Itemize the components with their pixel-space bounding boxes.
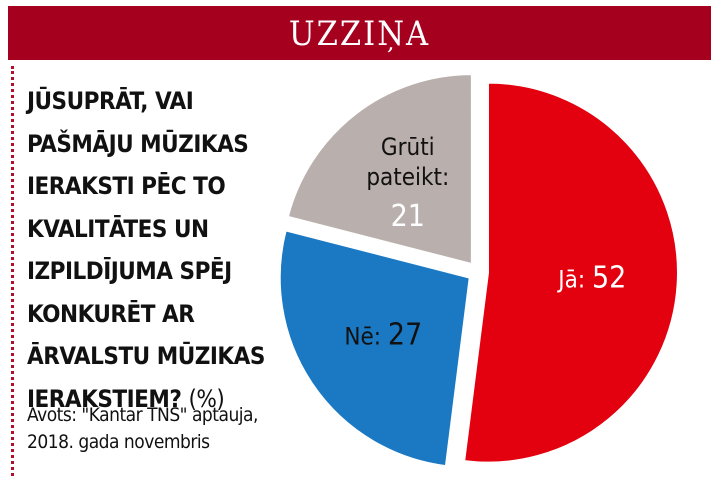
slice-name: Jā: [558, 265, 586, 294]
slice-label: Jā: 52 [558, 260, 627, 296]
question-line: KONKURĒT AR [27, 299, 195, 328]
question-line: PAŠMĀJU MŪZIKAS [27, 129, 249, 158]
slice-value: 21 [390, 198, 425, 234]
slice-name: Grūti pateikt: [366, 132, 450, 191]
slice-label: Nē: 27 [344, 317, 423, 353]
pie-slice [463, 81, 679, 464]
question-line: ĀRVALSTU MŪZIKAS [27, 342, 265, 370]
question-line: IZPILDĪJUMA SPĒJ [27, 257, 232, 285]
question-line: IERAKSTI PĒC TO [27, 172, 226, 200]
slice-value: 52 [591, 260, 627, 296]
source-line: Avots: "Kantar TNS" aptauja, [27, 404, 258, 426]
question: JŪSUPRĀT, VAI PAŠMĀJU MŪZIKAS IERAKSTI PĒC… [27, 80, 265, 420]
source-line: 2018. gada novembris [27, 431, 210, 453]
slice-name: Nē: [344, 322, 382, 351]
divider [11, 66, 14, 476]
slice-value: 27 [387, 317, 423, 353]
pie-slice [278, 229, 471, 468]
question-line: KVALITĀTES UN [27, 214, 209, 243]
unit: (%) [188, 384, 225, 413]
question-line: JŪSUPRĀT, VAI [27, 87, 194, 115]
header-title: UZZIŅA [8, 6, 711, 60]
pie-slice [286, 73, 473, 266]
source: Avots: "Kantar TNS" aptauja, 2018. gada n… [27, 402, 258, 456]
slice-label: Grūti pateikt: 21 [363, 132, 453, 232]
question-line: IERAKSTIEM? (%) [27, 384, 225, 413]
